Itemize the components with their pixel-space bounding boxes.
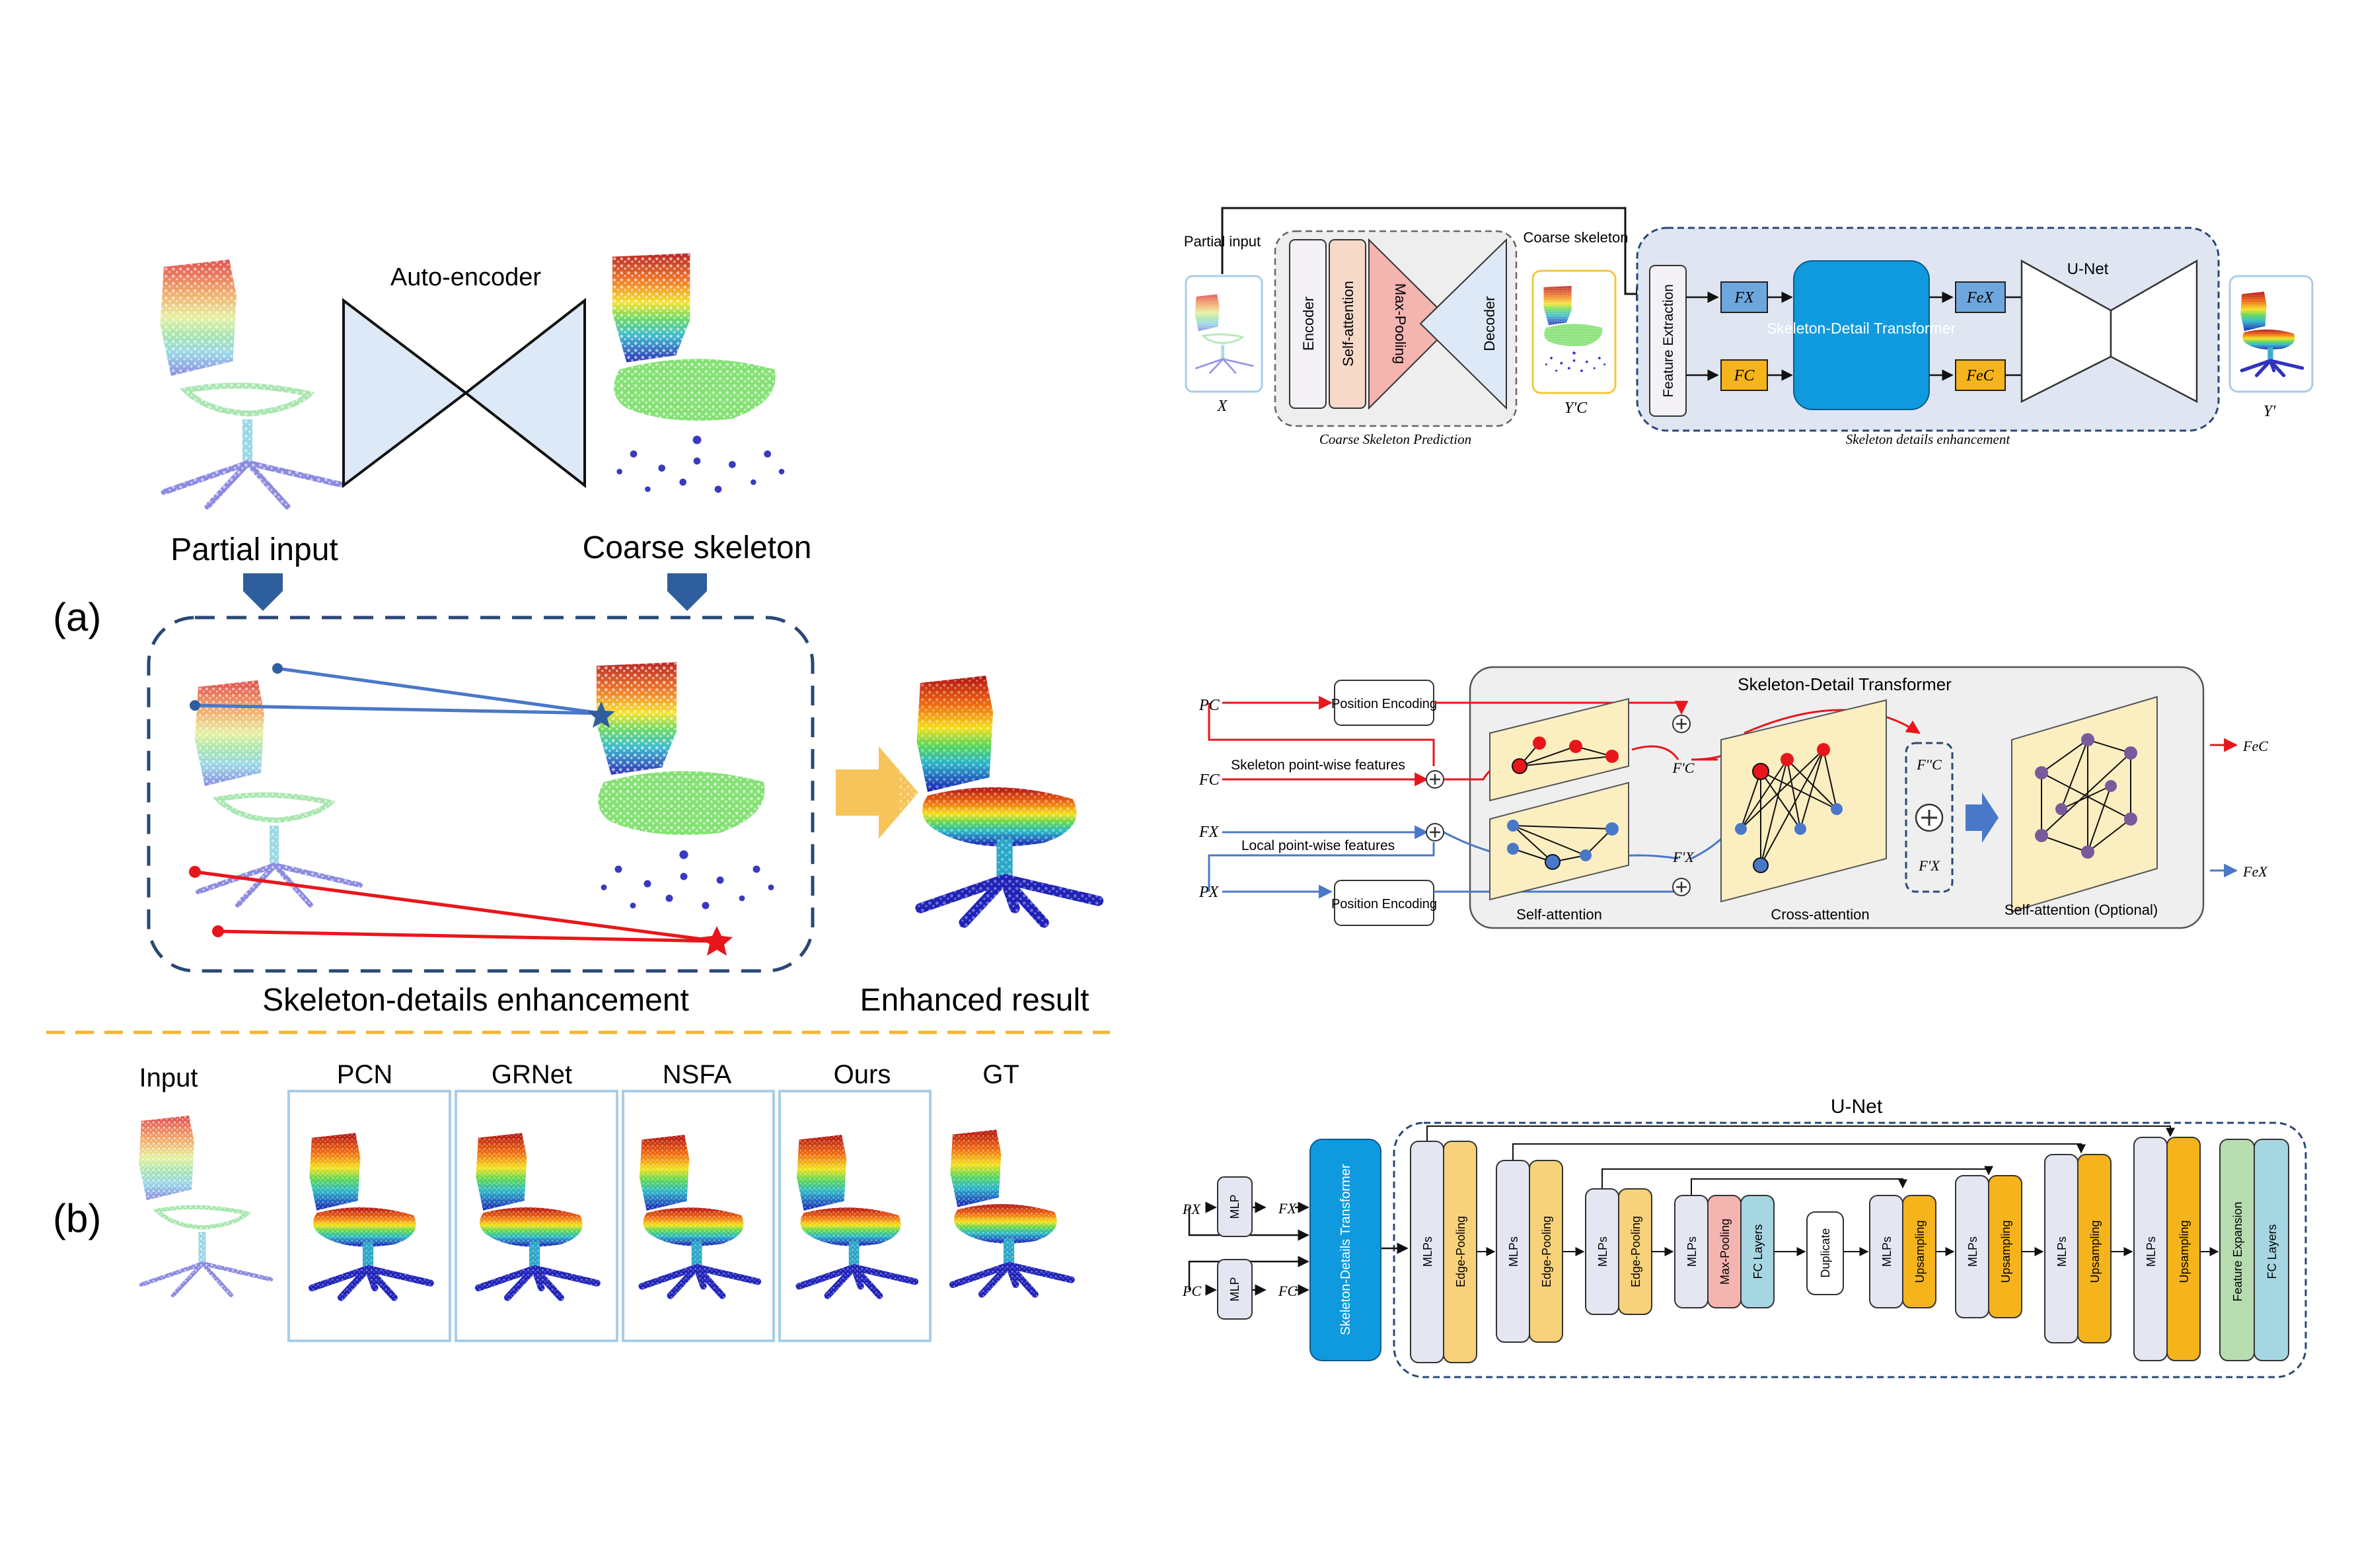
unet-edgepool-label: Edge-Pooling: [1454, 1216, 1467, 1287]
unet-mlps-label: MLPs: [1685, 1236, 1699, 1267]
autoencoder-icon: [344, 301, 585, 485]
unet-sdt-label: Skeleton-Details Transformer: [1339, 1164, 1353, 1335]
comparison-label: Ours: [834, 1060, 891, 1089]
fce-label: FeC: [1966, 367, 1994, 384]
unet-title: U-Net: [1831, 1096, 1883, 1118]
panel-a: Auto-encoder Partial input Coarse skelet…: [53, 250, 1117, 1018]
enhancement-caption: Skeleton details enhancement: [1846, 431, 2011, 447]
self-attention-caption: Self-attention: [1516, 906, 1602, 923]
unet-fx-label: FX: [1278, 1200, 1297, 1217]
unet-duplicate-label: Duplicate: [1819, 1228, 1832, 1277]
fc-label: FC: [1734, 367, 1755, 384]
pos-enc-top-label: Position Encoding: [1331, 697, 1437, 711]
fx-prime2-label: F'X: [1918, 857, 1940, 874]
unet-feature-expansion-label: Feature Expansion: [2231, 1201, 2244, 1301]
coarse-skeleton-pointcloud: [591, 250, 803, 503]
unet-upsampling-label: Upsampling: [2178, 1220, 2191, 1283]
nsfa-thumbnail: [628, 1130, 770, 1301]
ours-thumbnail: [785, 1130, 927, 1301]
comparison-label: NSFA: [663, 1060, 732, 1089]
mlp-top-label: MLP: [1228, 1194, 1241, 1219]
fc-dprime-label: F''C: [1916, 756, 1942, 773]
autoencoder-label: Auto-encoder: [390, 264, 541, 291]
panel-b-label: (b): [53, 1196, 101, 1240]
unet-mlps-label: MLPs: [2055, 1236, 2069, 1267]
mlp-bottom-label: MLP: [1228, 1277, 1241, 1301]
unet-px-label: PX: [1182, 1201, 1201, 1217]
unet-mlps-label: MLPs: [1507, 1236, 1520, 1267]
tr-fx-label: FX: [1198, 824, 1220, 841]
unet-upsampling-label: Upsampling: [1999, 1220, 2012, 1283]
tr-fce-out-label: FeC: [2242, 738, 2268, 754]
pipeline-unet-label: U-Net: [2067, 260, 2109, 278]
tr-fxe-out-label: FeX: [2242, 863, 2268, 880]
partial-input-pointcloud: [142, 252, 360, 514]
tr-fc-label: FC: [1198, 771, 1220, 789]
comparison-label: PCN: [337, 1060, 392, 1089]
unet-mlps-label: MLPs: [1596, 1236, 1609, 1267]
grnet-thumbnail: [464, 1128, 609, 1302]
pipeline-skeleton: [1536, 285, 1612, 376]
skeleton-features-label: Skeleton point-wise features: [1231, 758, 1405, 773]
unet-mlps-label: MLPs: [1966, 1236, 1979, 1267]
down-arrow-left-icon: [243, 573, 283, 611]
decoder-label: Decoder: [1481, 296, 1498, 351]
unet-fc-layers-label: FC Layers: [1751, 1224, 1765, 1279]
pipeline-coarse-skeleton: Coarse skeleton: [1524, 229, 1629, 246]
unet-edgepool-label: Edge-Pooling: [1540, 1216, 1553, 1287]
enhanced-result-label: Enhanced result: [860, 983, 1089, 1018]
panel-b: (b) Input PCN GRNet NSFA Ours GT: [53, 1060, 1084, 1341]
unet-final-fc-label: FC Layers: [2265, 1224, 2279, 1279]
feature-extraction-label: Feature Extraction: [1661, 284, 1676, 398]
unet-upsampling-label: Upsampling: [1913, 1220, 1927, 1283]
pipeline-diagram: Partial input X Encoder Self-attention M…: [1184, 208, 2312, 447]
panel-a-label: (a): [53, 595, 101, 639]
max-pooling-label: Max-Pooling: [1392, 283, 1409, 364]
unet-diagram: U-Net PX PC MLP MLP FX FC Skeleton-Detai…: [1182, 1096, 2306, 1377]
fx-label: FX: [1734, 289, 1755, 306]
pipeline-y-prime: Y': [2263, 403, 2276, 420]
sdt-label: Skeleton-Detail Transformer: [1767, 320, 1956, 337]
comparison-label: GT: [982, 1060, 1019, 1089]
unet-maxpool-label: Max-Pooling: [1718, 1219, 1732, 1285]
unet-mlps-label: MLPs: [2145, 1236, 2158, 1267]
pipeline-partial-input: Partial input: [1184, 233, 1261, 250]
pipeline-input-chair: [1189, 292, 1259, 375]
unet-mlps-label: MLPs: [1421, 1236, 1434, 1267]
enhancement-label: Skeleton-details enhancement: [262, 983, 689, 1018]
unet-fc-label: FC: [1278, 1283, 1297, 1299]
pipeline-x-label: X: [1217, 398, 1228, 415]
coarse-skeleton-label: Coarse skeleton: [583, 530, 812, 565]
transformer-title: Skeleton-Detail Transformer: [1738, 674, 1952, 694]
unet-edgepool-label: Edge-Pooling: [1629, 1216, 1642, 1287]
transformer-diagram: Skeleton-Detail Transformer PC FC FX PX …: [1198, 667, 2268, 928]
unet-mlps-label: MLPs: [1880, 1236, 1894, 1267]
enhanced-result-chair: [899, 668, 1117, 930]
comparison-label: Input: [139, 1063, 198, 1092]
local-features-label: Local point-wise features: [1241, 838, 1395, 853]
fc-prime-label: F'C: [1672, 760, 1695, 776]
down-arrow-right-icon: [667, 573, 707, 611]
encoder-label: Encoder: [1300, 297, 1317, 351]
comparison-label: GRNet: [492, 1060, 572, 1089]
input-thumbnail: [126, 1110, 284, 1301]
fx-prime-label: F'X: [1672, 849, 1695, 865]
pos-enc-bottom-label: Position Encoding: [1331, 897, 1437, 911]
self-attention-label: Self-attention: [1340, 281, 1356, 367]
output-chair: [2234, 289, 2308, 378]
pcn-thumbnail: [297, 1128, 443, 1302]
fxe-label: FeX: [1966, 289, 1994, 306]
unet-pc-label: PC: [1182, 1283, 1201, 1299]
unet-upsampling-label: Upsampling: [2088, 1220, 2102, 1283]
self-attention-optional-caption: Self-attention (Optional): [2005, 902, 2158, 918]
cross-attention-caption: Cross-attention: [1771, 906, 1869, 923]
enhancement-skeleton: [575, 659, 793, 920]
gt-thumbnail: [938, 1125, 1084, 1299]
partial-input-label: Partial input: [170, 532, 338, 567]
coarse-prediction-caption: Coarse Skeleton Prediction: [1319, 431, 1471, 447]
pipeline-yc-label: Y'C: [1564, 400, 1588, 417]
